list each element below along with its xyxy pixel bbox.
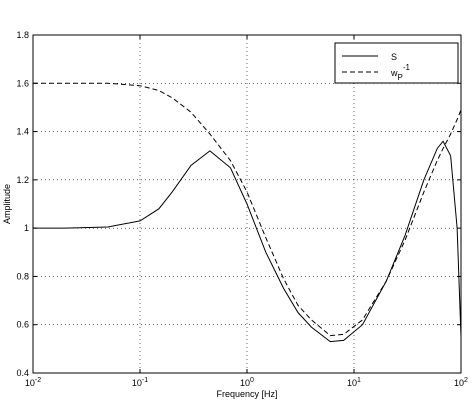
x-tick-label: 10-1: [132, 377, 148, 388]
plot-frame: [32, 34, 462, 374]
legend-name: S: [391, 52, 397, 62]
tick-exponent: 0: [250, 377, 254, 384]
y-tick-label: 1.8: [16, 30, 29, 40]
legend-sub: P: [398, 73, 403, 82]
legend-label: S: [391, 52, 397, 62]
tick-base: 10: [240, 378, 250, 388]
x-tick-label: 102: [454, 377, 468, 388]
series-line: [33, 82, 462, 337]
y-tick-label: 0.8: [16, 271, 29, 281]
tick-base: 10: [347, 378, 357, 388]
legend-box: [334, 42, 459, 84]
x-tick-label: 101: [347, 377, 361, 388]
x-tick-label: 100: [240, 377, 254, 388]
y-tick-label: 0.6: [16, 320, 29, 330]
legend-sup: -1: [403, 63, 411, 72]
y-tick-label: 1.6: [16, 78, 29, 88]
tick-exponent: -2: [35, 377, 41, 384]
tick-exponent: 1: [357, 377, 361, 384]
series-line: [33, 140, 462, 343]
tick-base: 10: [454, 378, 464, 388]
tick-exponent: -1: [142, 377, 148, 384]
y-axis-label: Amplitude: [2, 184, 12, 224]
tick-base: 10: [25, 378, 35, 388]
x-tick-label: 10-2: [25, 377, 41, 388]
y-tick-label: 1: [24, 223, 29, 233]
legend-name: w: [390, 68, 398, 78]
x-axis-label: Frequency [Hz]: [216, 389, 277, 399]
tick-exponent: 2: [464, 377, 468, 384]
y-tick-label: 1.2: [16, 175, 29, 185]
y-tick-label: 0.4: [16, 368, 29, 378]
y-tick-label: 1.4: [16, 127, 29, 137]
tick-base: 10: [132, 378, 142, 388]
legend-label: wP-1: [390, 63, 411, 82]
